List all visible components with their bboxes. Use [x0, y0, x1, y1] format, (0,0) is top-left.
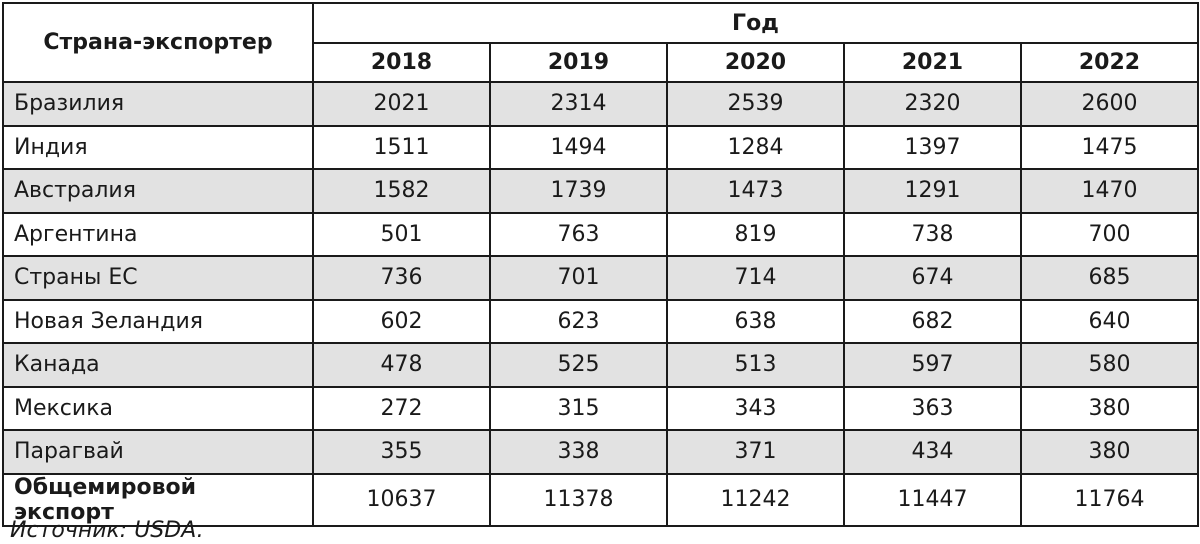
table-row: Мексика 272 315 343 363 380 — [2, 385, 1199, 431]
total-value-cell: 10637 — [312, 472, 491, 527]
value-cell: 2539 — [666, 81, 845, 127]
value-cell: 1284 — [666, 124, 845, 170]
value-cell: 738 — [843, 211, 1022, 257]
value-cell: 700 — [1020, 211, 1199, 257]
value-cell: 1739 — [489, 168, 668, 214]
country-cell: Канада — [2, 342, 314, 388]
year-group-header: Год — [312, 2, 1199, 44]
value-cell: 1291 — [843, 168, 1022, 214]
value-cell: 434 — [843, 429, 1022, 475]
value-cell: 682 — [843, 298, 1022, 344]
value-cell: 363 — [843, 385, 1022, 431]
value-cell: 1494 — [489, 124, 668, 170]
table-row: Аргентина 501 763 819 738 700 — [2, 211, 1199, 257]
value-cell: 1470 — [1020, 168, 1199, 214]
value-cell: 380 — [1020, 385, 1199, 431]
value-cell: 640 — [1020, 298, 1199, 344]
value-cell: 272 — [312, 385, 491, 431]
value-cell: 513 — [666, 342, 845, 388]
value-cell: 371 — [666, 429, 845, 475]
value-cell: 338 — [489, 429, 668, 475]
total-value-cell: 11378 — [489, 472, 668, 527]
value-cell: 602 — [312, 298, 491, 344]
value-cell: 623 — [489, 298, 668, 344]
year-header: 2022 — [1020, 42, 1199, 83]
value-cell: 763 — [489, 211, 668, 257]
value-cell: 380 — [1020, 429, 1199, 475]
value-cell: 2600 — [1020, 81, 1199, 127]
value-cell: 478 — [312, 342, 491, 388]
value-cell: 701 — [489, 255, 668, 301]
table-body: Бразилия 2021 2314 2539 2320 2600 Индия … — [2, 81, 1199, 527]
table-row: Бразилия 2021 2314 2539 2320 2600 — [2, 81, 1199, 127]
value-cell: 580 — [1020, 342, 1199, 388]
value-cell: 315 — [489, 385, 668, 431]
source-note: Источник: USDA. — [10, 518, 204, 543]
year-header: 2020 — [666, 42, 845, 83]
value-cell: 819 — [666, 211, 845, 257]
country-cell: Аргентина — [2, 211, 314, 257]
value-cell: 525 — [489, 342, 668, 388]
value-cell: 1473 — [666, 168, 845, 214]
value-cell: 685 — [1020, 255, 1199, 301]
table-row: Парагвай 355 338 371 434 380 — [2, 429, 1199, 475]
year-header: 2019 — [489, 42, 668, 83]
value-cell: 674 — [843, 255, 1022, 301]
total-value-cell: 11242 — [666, 472, 845, 527]
table-row: Канада 478 525 513 597 580 — [2, 342, 1199, 388]
country-cell: Бразилия — [2, 81, 314, 127]
value-cell: 1475 — [1020, 124, 1199, 170]
value-cell: 736 — [312, 255, 491, 301]
value-cell: 638 — [666, 298, 845, 344]
value-cell: 501 — [312, 211, 491, 257]
total-value-cell: 11447 — [843, 472, 1022, 527]
total-row: Общемировой экспорт 10637 11378 11242 11… — [2, 472, 1199, 527]
value-cell: 2314 — [489, 81, 668, 127]
value-cell: 355 — [312, 429, 491, 475]
table-header: Страна-экспортер Год 2018 2019 2020 2021… — [2, 2, 1199, 83]
value-cell: 2021 — [312, 81, 491, 127]
value-cell: 2320 — [843, 81, 1022, 127]
country-cell: Новая Зеландия — [2, 298, 314, 344]
country-cell: Парагвай — [2, 429, 314, 475]
export-table-container: Страна-экспортер Год 2018 2019 2020 2021… — [2, 2, 1199, 527]
country-column-header: Страна-экспортер — [2, 2, 314, 83]
country-cell: Страны ЕС — [2, 255, 314, 301]
value-cell: 1397 — [843, 124, 1022, 170]
total-value-cell: 11764 — [1020, 472, 1199, 527]
country-cell: Индия — [2, 124, 314, 170]
country-cell: Мексика — [2, 385, 314, 431]
total-label: Общемировой экспорт — [2, 472, 314, 527]
table-row: Индия 1511 1494 1284 1397 1475 — [2, 124, 1199, 170]
table-row: Страны ЕС 736 701 714 674 685 — [2, 255, 1199, 301]
table-row: Австралия 1582 1739 1473 1291 1470 — [2, 168, 1199, 214]
country-cell: Австралия — [2, 168, 314, 214]
value-cell: 597 — [843, 342, 1022, 388]
year-header: 2021 — [843, 42, 1022, 83]
value-cell: 714 — [666, 255, 845, 301]
value-cell: 343 — [666, 385, 845, 431]
table-row: Новая Зеландия 602 623 638 682 640 — [2, 298, 1199, 344]
export-table: Страна-экспортер Год 2018 2019 2020 2021… — [2, 2, 1199, 527]
year-header: 2018 — [312, 42, 491, 83]
value-cell: 1582 — [312, 168, 491, 214]
value-cell: 1511 — [312, 124, 491, 170]
